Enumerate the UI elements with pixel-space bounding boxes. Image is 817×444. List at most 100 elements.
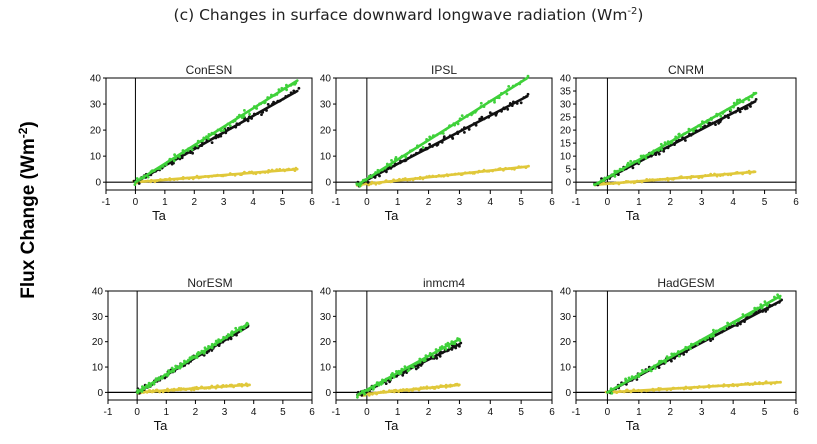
- x-tick-label: 0: [605, 407, 611, 418]
- data-point-black: [366, 180, 370, 184]
- data-point-black: [191, 151, 195, 155]
- data-point-green: [489, 99, 493, 103]
- data-point-green: [487, 100, 491, 104]
- data-point-green: [732, 101, 736, 105]
- data-point-green: [500, 92, 503, 95]
- data-point-yellow: [199, 176, 203, 179]
- data-point-black: [360, 393, 364, 397]
- data-point-green: [186, 149, 190, 152]
- data-point-green: [222, 128, 226, 132]
- data-point-green: [622, 166, 625, 170]
- data-point-black: [373, 176, 377, 179]
- data-point-green: [524, 77, 528, 81]
- data-point-black: [412, 153, 416, 157]
- data-point-green: [377, 383, 381, 387]
- data-point-yellow: [761, 382, 765, 386]
- y-tick-label: 20: [92, 337, 104, 348]
- data-point-green: [139, 176, 143, 180]
- data-point-green: [252, 105, 256, 108]
- x-tick-label: 4: [730, 197, 736, 208]
- data-point-green: [732, 105, 735, 109]
- data-point-green: [235, 329, 239, 333]
- data-point-black: [740, 107, 744, 110]
- data-point-green: [441, 132, 445, 135]
- data-point-yellow: [263, 171, 267, 174]
- data-point-green: [225, 336, 228, 340]
- data-point-green: [719, 114, 723, 118]
- data-point-green: [696, 342, 699, 346]
- data-point-yellow: [672, 386, 676, 390]
- x-tick-label: 0: [364, 407, 370, 418]
- data-point-black: [677, 138, 681, 142]
- data-point-black: [726, 113, 730, 117]
- data-point-black: [395, 374, 398, 378]
- data-point-yellow: [181, 177, 185, 181]
- series-green: [356, 337, 462, 399]
- y-tick-label: 10: [560, 363, 572, 374]
- data-point-green: [210, 346, 214, 350]
- x-tick-label: 1: [162, 197, 168, 208]
- data-point-green: [407, 365, 411, 369]
- data-point-green: [395, 370, 398, 373]
- data-point-yellow: [704, 174, 707, 177]
- data-point-yellow: [195, 174, 199, 178]
- figure-title-text: (c) Changes in surface downward longwave…: [173, 6, 628, 25]
- data-point-yellow: [722, 383, 726, 387]
- data-point-green: [637, 161, 641, 164]
- data-point-yellow: [463, 171, 467, 175]
- data-point-yellow: [414, 176, 417, 180]
- data-point-yellow: [626, 180, 630, 183]
- data-point-green: [161, 164, 165, 168]
- data-point-black: [738, 110, 742, 114]
- data-point-black: [685, 350, 688, 354]
- data-point-green: [706, 336, 710, 340]
- data-point-green: [672, 352, 676, 356]
- data-point-green: [259, 102, 263, 106]
- data-point-yellow: [719, 174, 722, 178]
- data-point-black: [488, 111, 492, 115]
- data-point-yellow: [417, 388, 421, 391]
- series-line-black: [356, 94, 529, 187]
- data-point-green: [157, 378, 161, 381]
- data-point-green: [614, 386, 618, 389]
- data-point-yellow: [457, 383, 460, 387]
- data-point-yellow: [388, 389, 392, 393]
- data-point-black: [172, 161, 175, 165]
- data-point-green: [765, 304, 769, 307]
- x-tick-label: 5: [518, 197, 524, 208]
- data-point-black: [515, 102, 519, 105]
- data-point-green: [511, 84, 515, 88]
- data-point-green: [642, 154, 645, 158]
- data-point-black: [224, 131, 228, 135]
- data-point-green: [389, 377, 392, 381]
- data-point-green: [673, 137, 677, 141]
- data-point-green: [613, 169, 617, 173]
- data-point-yellow: [697, 385, 701, 388]
- data-point-yellow: [625, 388, 629, 392]
- data-point-green: [685, 347, 689, 350]
- data-point-black: [508, 102, 512, 105]
- data-point-yellow: [208, 386, 212, 390]
- y-tick-label: 5: [565, 165, 571, 176]
- data-point-green: [698, 340, 702, 343]
- data-point-green: [677, 132, 681, 136]
- data-point-green: [136, 391, 140, 394]
- data-point-black: [480, 115, 484, 119]
- data-point-green: [416, 144, 419, 148]
- data-point-green: [222, 335, 226, 339]
- x-tick-label: 4: [488, 197, 494, 208]
- data-point-yellow: [240, 384, 244, 388]
- data-point-yellow: [439, 174, 443, 178]
- data-point-green: [456, 122, 460, 126]
- data-point-green: [207, 133, 211, 136]
- data-point-black: [754, 98, 758, 101]
- data-point-black: [401, 373, 405, 377]
- x-tick-label: 3: [699, 407, 705, 418]
- data-point-green: [152, 169, 156, 173]
- data-point-green: [404, 155, 408, 159]
- data-point-green: [657, 149, 660, 152]
- data-point-black: [261, 110, 265, 114]
- x-tick-label: 4: [730, 407, 736, 418]
- x-axis-label: Ta: [154, 418, 169, 433]
- data-point-yellow: [216, 384, 219, 388]
